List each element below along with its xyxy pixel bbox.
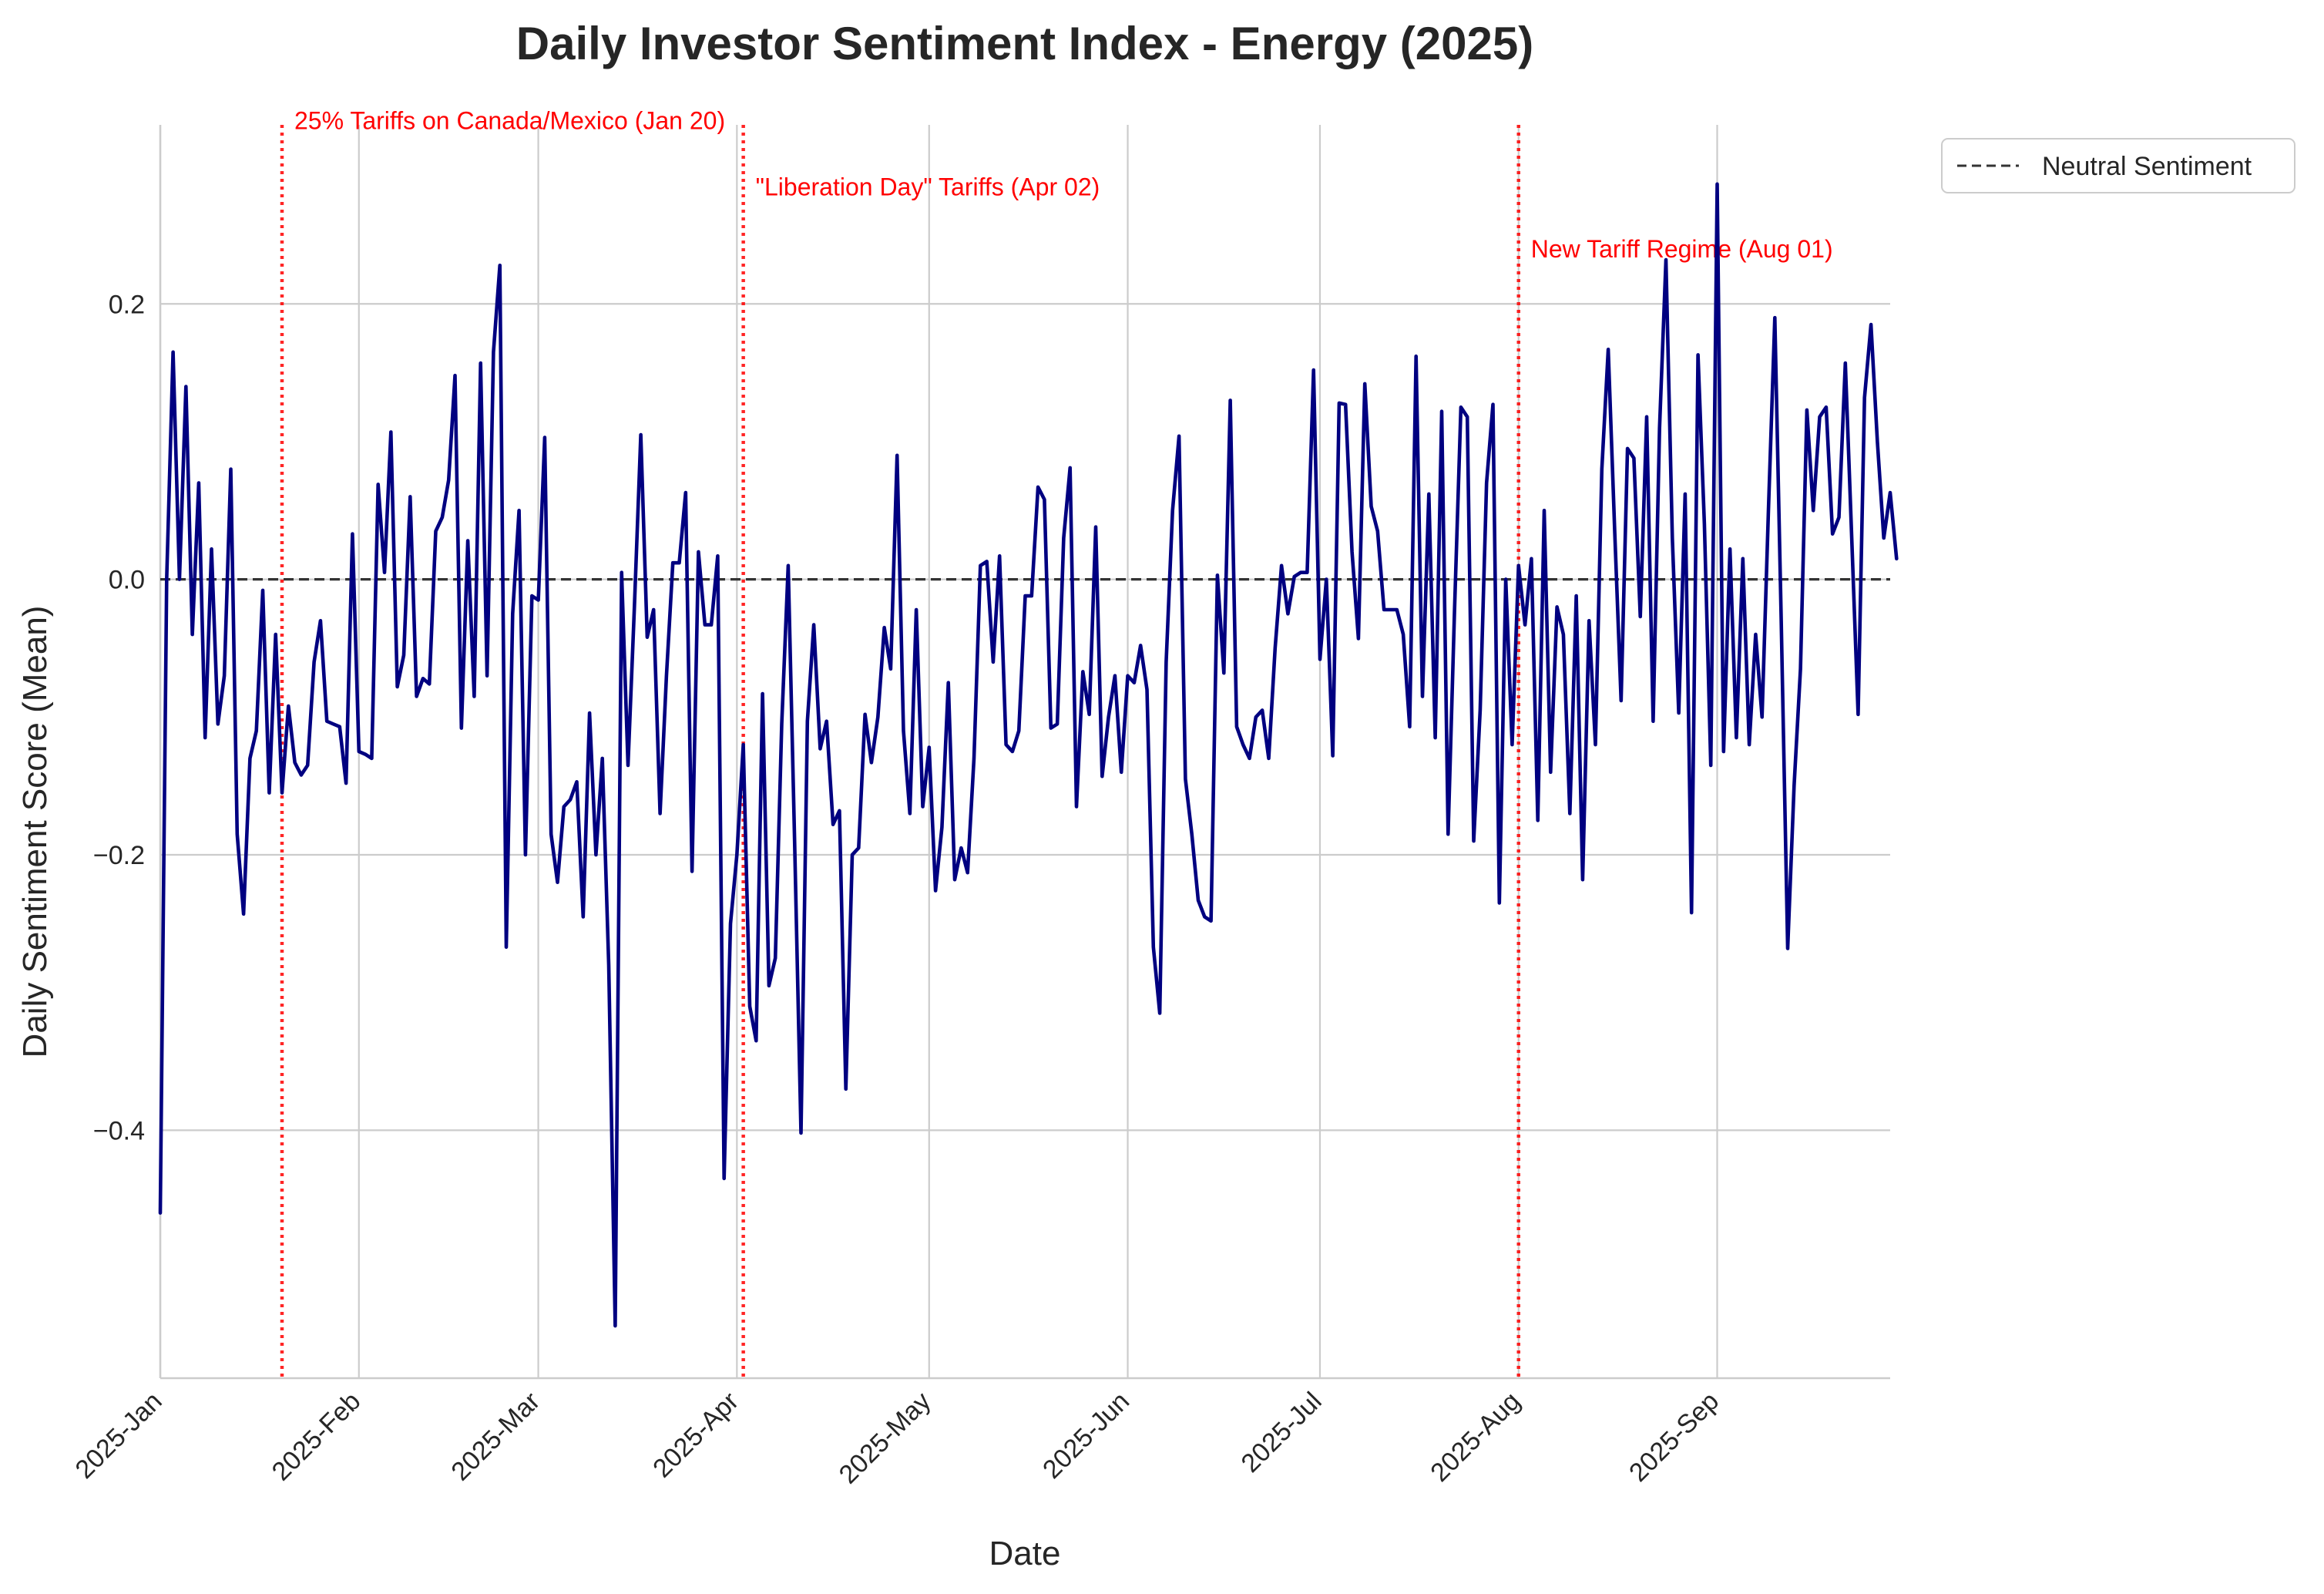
event-label: 25% Tariffs on Canada/Mexico (Jan 20) — [294, 107, 725, 135]
chart-title: Daily Investor Sentiment Index - Energy … — [516, 18, 1533, 69]
y-tick-label: 0.2 — [109, 290, 145, 319]
legend-box — [1941, 138, 2295, 193]
y-tick-label: 0.0 — [109, 566, 145, 595]
event-label: "Liberation Day" Tariffs (Apr 02) — [756, 173, 1100, 200]
x-axis-label: Date — [989, 1535, 1061, 1572]
sentiment-series-line — [158, 182, 1899, 1328]
y-axis-label: Daily Sentiment Score (Mean) — [16, 606, 54, 1058]
y-tick-label: −0.4 — [93, 1116, 145, 1145]
event-label: New Tariff Regime (Aug 01) — [1531, 235, 1833, 263]
legend: Neutral Sentiment — [1941, 138, 2295, 193]
legend-label-neutral: Neutral Sentiment — [2042, 152, 2252, 181]
y-tick-label: −0.2 — [93, 841, 145, 870]
